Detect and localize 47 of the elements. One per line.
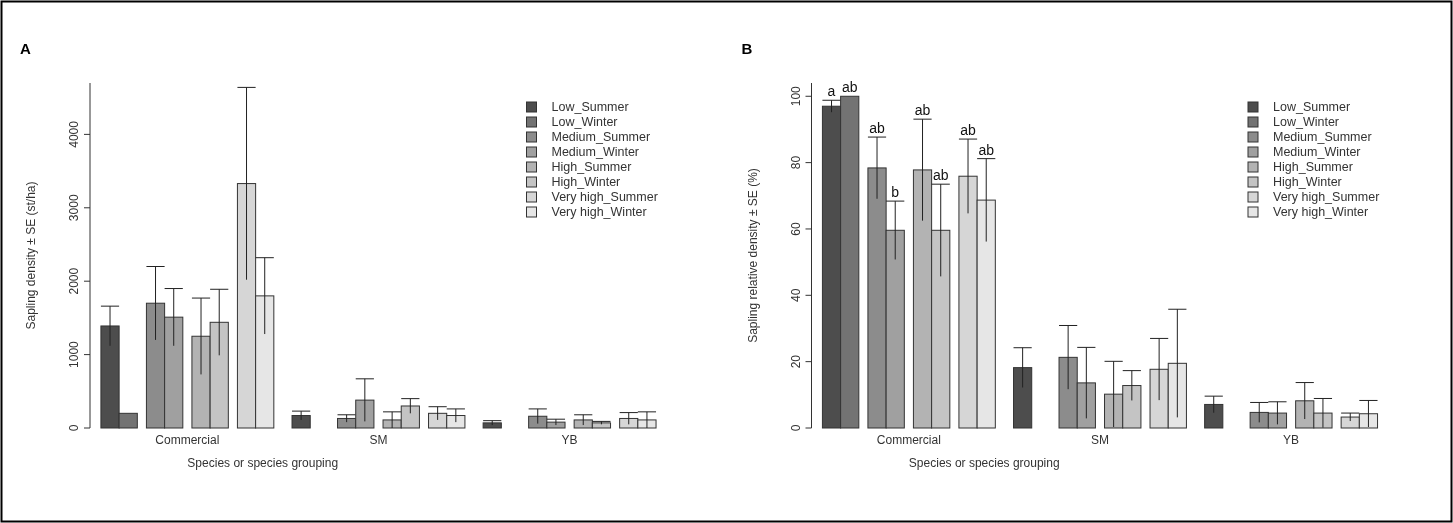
y-axis-title: Sapling density ± SE (st/ha) xyxy=(24,181,38,330)
legend-label: High_Summer xyxy=(551,160,632,174)
legend-label: Medium_Winter xyxy=(1273,145,1361,159)
legend-label: Medium_Summer xyxy=(1273,130,1372,144)
y-tick-label: 3000 xyxy=(67,194,81,222)
annotation: ab xyxy=(869,120,886,137)
y-tick-label: 1000 xyxy=(67,340,81,368)
y-tick-label: 2000 xyxy=(67,267,81,295)
chart-title: B xyxy=(741,40,753,57)
legend-label: Very high_Summer xyxy=(1273,190,1380,204)
legend-label: Low_Winter xyxy=(551,115,618,129)
y-axis-title: Sapling relative density ± SE (%) xyxy=(745,168,760,343)
chart-title: A xyxy=(20,40,31,57)
x-axis-title: Species or species grouping xyxy=(908,456,1060,470)
legend-label: Medium_Summer xyxy=(551,130,651,144)
legend-label: Medium_Winter xyxy=(551,145,640,159)
annotation: ab xyxy=(841,79,858,96)
legend-label: Very high_Winter xyxy=(551,205,647,219)
legend-label: High_Summer xyxy=(1273,160,1353,174)
legend-label: Low_Winter xyxy=(1273,115,1339,129)
annotation: ab xyxy=(932,167,949,184)
x-tick-label: SM xyxy=(1090,433,1109,447)
legend-label: Low_Summer xyxy=(1273,100,1351,114)
legend-label: Very high_Summer xyxy=(551,190,658,204)
legend-label: Very high_Winter xyxy=(1273,205,1369,219)
y-tick-label: 100 xyxy=(788,85,803,107)
x-tick-label: YB xyxy=(1283,433,1300,447)
y-tick-label: 0 xyxy=(788,424,803,432)
annotation: ab xyxy=(914,102,931,119)
x-tick-label: SM xyxy=(369,433,388,447)
x-tick-label: YB xyxy=(561,433,578,447)
x-axis-title: Species or species grouping xyxy=(187,456,339,470)
annotation: ab xyxy=(978,141,995,158)
x-tick-label: Commercial xyxy=(155,433,220,447)
y-tick-label: 40 xyxy=(788,288,803,302)
legend-label: High_Winter xyxy=(551,175,621,189)
y-tick-label: 0 xyxy=(67,424,81,432)
y-tick-label: 20 xyxy=(788,354,803,369)
y-tick-label: 80 xyxy=(788,155,803,170)
annotation: b xyxy=(891,184,900,201)
legend-label: Low_Summer xyxy=(551,100,629,114)
y-tick-label: 4000 xyxy=(67,120,81,148)
y-tick-label: 60 xyxy=(788,221,803,236)
legend-label: High_Winter xyxy=(1273,175,1342,189)
x-tick-label: Commercial xyxy=(876,433,941,447)
annotation: a xyxy=(827,83,836,100)
annotation: ab xyxy=(960,122,977,139)
